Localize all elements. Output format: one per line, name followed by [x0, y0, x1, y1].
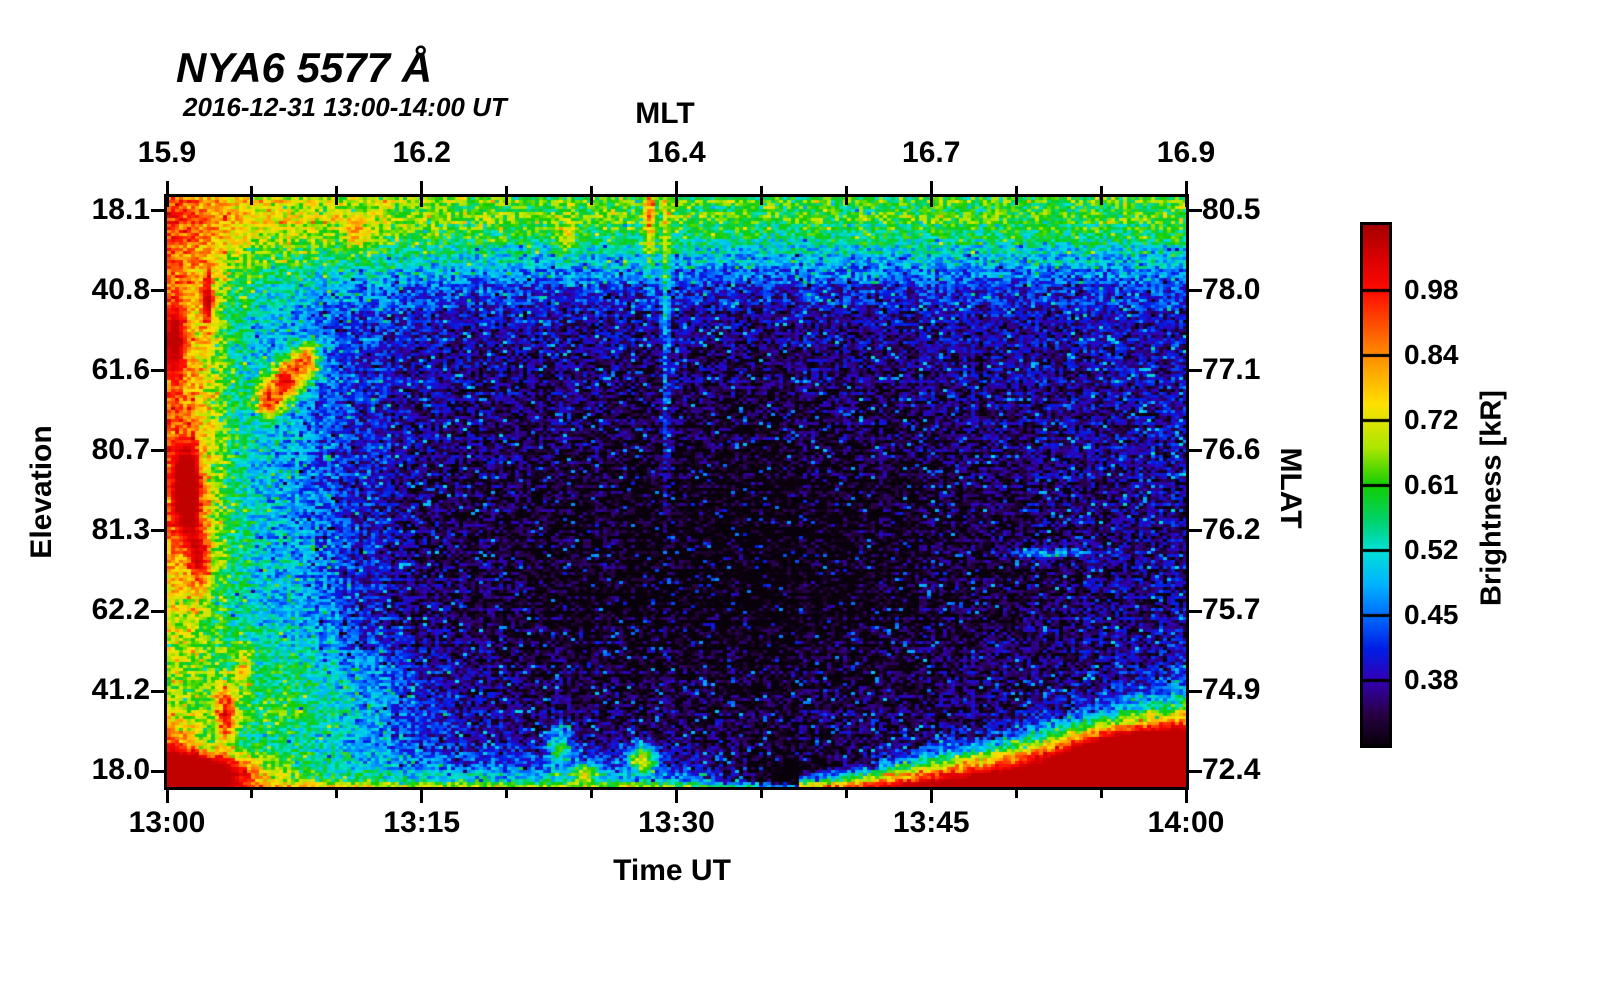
- axis-tick: [420, 181, 424, 194]
- axis-tick: [151, 209, 164, 213]
- axis-tick: [151, 529, 164, 533]
- axis-tick: [1189, 369, 1202, 373]
- axis-tick: [759, 197, 763, 205]
- axis-tick: [165, 181, 169, 194]
- axis-tick: [1099, 186, 1103, 194]
- bottom-tick-label: 13:00: [128, 806, 206, 839]
- axis-tick: [151, 609, 164, 613]
- colorbar-tick-label: 0.45: [1404, 599, 1459, 630]
- axis-tick: [420, 790, 424, 803]
- colorbar-tick-label: 0.72: [1404, 404, 1459, 435]
- axis-tick: [250, 790, 254, 798]
- axis-tick: [1189, 769, 1202, 773]
- axis-tick: [1189, 209, 1202, 213]
- left-tick-label: 80.7: [91, 432, 150, 466]
- left-tick-label: 61.6: [91, 352, 150, 386]
- right-tick-label: 72.4: [1202, 753, 1261, 786]
- axis-tick: [1189, 449, 1202, 453]
- top-tick-label: 16.2: [392, 136, 451, 169]
- axis-tick: [1189, 689, 1202, 693]
- axis-tick: [929, 181, 933, 194]
- plot-frame: [164, 194, 1189, 790]
- top-axis-title: MLT: [635, 97, 695, 130]
- axis-tick: [929, 197, 933, 207]
- right-tick-label: 74.9: [1202, 673, 1261, 706]
- bottom-tick-label: 13:15: [383, 806, 461, 839]
- axis-tick: [844, 790, 848, 798]
- bottom-tick-label: 13:30: [638, 806, 715, 839]
- axis-tick: [590, 790, 594, 798]
- axis-tick: [590, 186, 594, 194]
- axis-tick: [151, 289, 164, 293]
- plot-title: NYA6 5577 Å: [176, 44, 433, 91]
- colorbar-canvas: [1363, 225, 1389, 745]
- heatmap-canvas: [167, 197, 1186, 787]
- axis-tick: [335, 790, 339, 798]
- axis-tick: [759, 790, 763, 798]
- colorbar-title: Brightness [kR]: [1475, 390, 1508, 606]
- axis-tick: [1014, 186, 1018, 194]
- axis-tick: [929, 790, 933, 803]
- colorbar-tick-label: 0.38: [1404, 664, 1459, 695]
- left-tick-label: 41.2: [91, 673, 150, 706]
- axis-tick: [151, 689, 164, 693]
- axis-tick: [844, 186, 848, 194]
- right-tick-label: 75.7: [1202, 593, 1261, 626]
- axis-tick: [1099, 790, 1103, 798]
- axis-tick: [250, 197, 254, 205]
- colorbar-frame: [1360, 222, 1392, 748]
- axis-tick: [1014, 197, 1018, 205]
- bottom-tick-label: 13:45: [892, 806, 970, 839]
- right-tick-label: 76.2: [1202, 512, 1261, 546]
- axis-tick: [675, 790, 678, 803]
- axis-tick: [590, 197, 594, 205]
- top-tick-label: 16.4: [647, 136, 706, 169]
- left-tick-label: 62.2: [91, 593, 150, 626]
- left-tick-label: 40.8: [91, 272, 150, 306]
- axis-tick: [165, 197, 169, 207]
- axis-tick: [250, 186, 254, 194]
- axis-tick: [420, 197, 424, 207]
- colorbar-tick-label: 0.98: [1404, 274, 1459, 305]
- left-tick-label: 18.0: [91, 753, 150, 786]
- colorbar-tick-label: 0.84: [1404, 339, 1459, 370]
- plot-subtitle: 2016-12-31 13:00-14:00 UT: [183, 92, 507, 122]
- axis-tick: [335, 186, 339, 194]
- right-tick-label: 80.5: [1202, 192, 1261, 226]
- bottom-tick-label: 14:00: [1147, 806, 1225, 839]
- axis-tick: [505, 186, 509, 194]
- right-tick-label: 76.6: [1202, 432, 1261, 466]
- axis-tick: [1189, 289, 1202, 293]
- axis-tick: [1184, 197, 1188, 207]
- axis-tick: [151, 449, 164, 453]
- axis-tick: [1189, 609, 1202, 613]
- bottom-axis-title: Time UT: [613, 854, 731, 887]
- axis-tick: [675, 197, 678, 207]
- top-tick-label: 16.9: [1156, 136, 1216, 169]
- right-axis-title: MLAT: [1274, 447, 1307, 529]
- axis-tick: [1184, 790, 1188, 803]
- axis-tick: [151, 769, 164, 773]
- right-tick-label: 78.0: [1202, 272, 1261, 306]
- axis-tick: [675, 181, 678, 194]
- right-tick-label: 77.1: [1202, 352, 1261, 386]
- colorbar-tick-label: 0.61: [1404, 469, 1459, 500]
- axis-tick: [844, 197, 848, 205]
- left-tick-label: 81.3: [91, 512, 150, 546]
- axis-tick: [165, 790, 169, 803]
- axis-tick: [1099, 197, 1103, 205]
- axis-tick: [759, 186, 763, 194]
- axis-tick: [1014, 790, 1018, 798]
- axis-tick: [505, 790, 509, 798]
- axis-tick: [335, 197, 339, 205]
- axis-tick: [1189, 529, 1202, 533]
- top-tick-label: 16.7: [902, 136, 961, 169]
- colorbar-tick-label: 0.52: [1404, 534, 1459, 565]
- axis-tick: [151, 369, 164, 373]
- axis-tick: [1184, 181, 1188, 194]
- top-tick-label: 15.9: [137, 136, 197, 169]
- left-tick-label: 18.1: [91, 192, 150, 226]
- axis-tick: [505, 197, 509, 205]
